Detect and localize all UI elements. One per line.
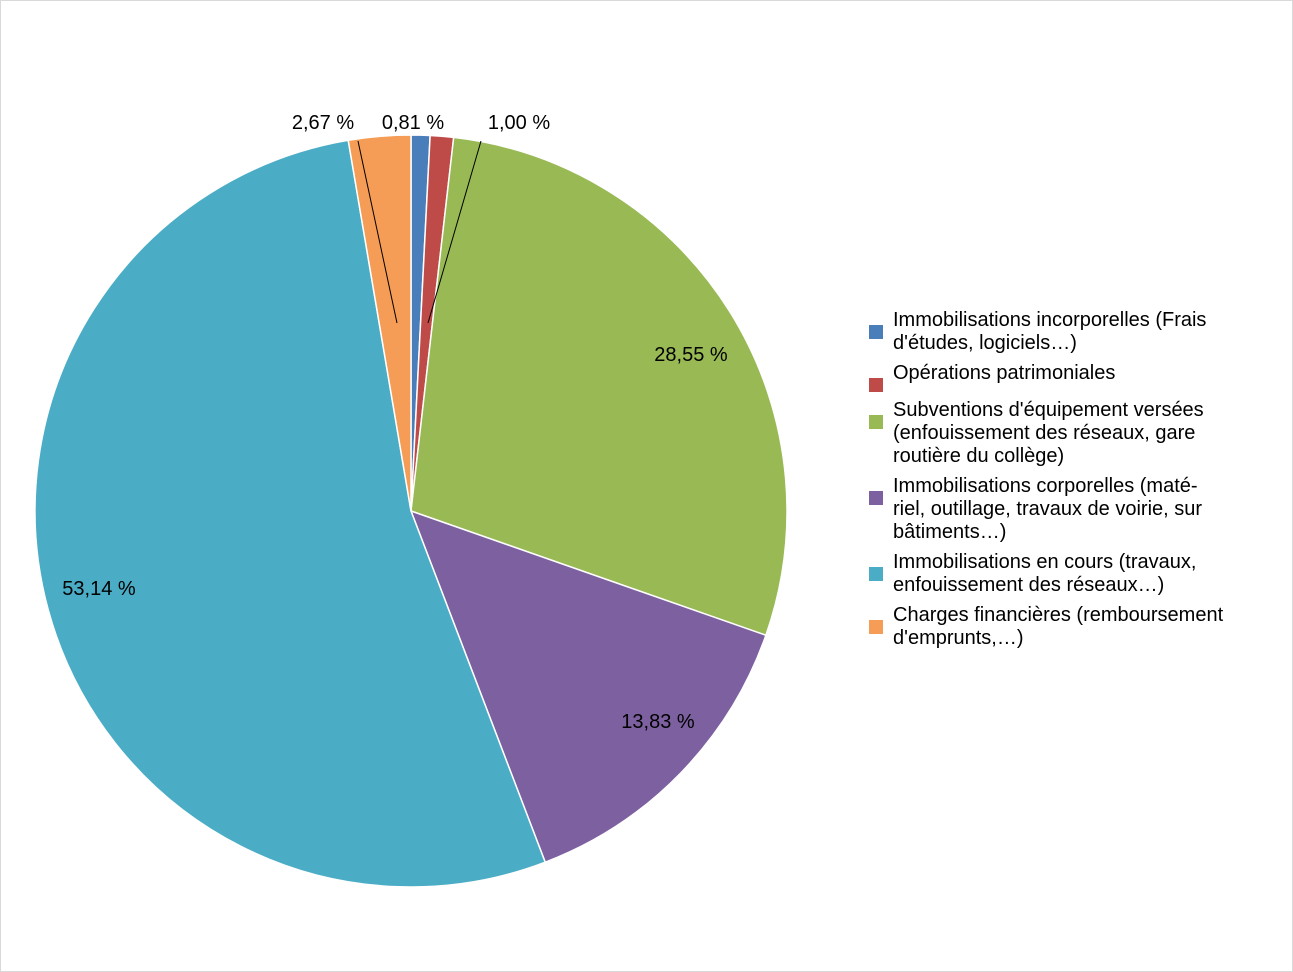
legend-label: Subventions d'équipement versées (enfoui… [893,399,1204,467]
legend-item: Immobilisations incorporelles (Frais d'é… [869,309,1289,355]
legend-item: Opérations patrimoniales [869,362,1289,392]
legend-label: Immobilisations incorporelles (Frais d'é… [893,309,1207,354]
legend-swatch [869,567,883,581]
legend-label: Immobilisations corporelles (maté- riel,… [893,475,1203,543]
legend-swatch [869,620,883,634]
pie-slice [347,134,412,512]
legend: Immobilisations incorporelles (Frais d'é… [869,309,1289,657]
data-label: 13,83 % [621,711,695,733]
legend-item: Immobilisations corporelles (maté- riel,… [869,475,1289,544]
legend-label: Charges financières (remboursement d'emp… [893,604,1224,649]
data-label: 28,55 % [654,344,728,366]
data-label: 2,67 % [292,112,354,134]
leader-line [357,140,398,324]
legend-swatch [869,325,883,339]
legend-item: Charges financières (remboursement d'emp… [869,604,1289,650]
legend-label: Opérations patrimoniales [893,362,1116,384]
legend-label: Immobilisations en cours (travaux, enfou… [893,551,1197,596]
data-label: 1,00 % [488,112,550,134]
pie-chart: 0,81 % 1,00 % 28,55 % 13,83 % 53,14 % 2,67 % [34,112,788,888]
legend-swatch [869,415,883,429]
legend-swatch [869,378,883,392]
legend-swatch [869,491,883,505]
pie-slice [409,509,767,864]
data-label: 0,81 % [382,112,444,134]
pie-slice [34,139,547,888]
legend-item: Immobilisations en cours (travaux, enfou… [869,551,1289,597]
leader-line [427,140,482,324]
data-label: 53,14 % [62,578,136,600]
legend-item: Subventions d'équipement versées (enfoui… [869,399,1289,468]
pie-slice [410,136,788,637]
